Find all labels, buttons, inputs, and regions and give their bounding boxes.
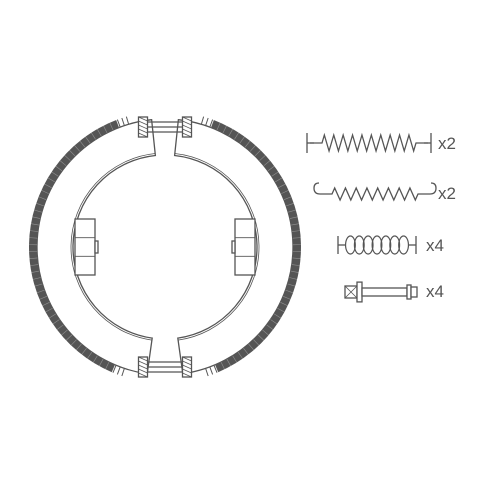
- diagram-svg: [0, 0, 500, 500]
- qty-label-3: x4: [426, 282, 444, 302]
- pin-icon: [345, 282, 417, 302]
- qty-label-0: x2: [438, 134, 456, 154]
- qty-label-2: x4: [426, 236, 444, 256]
- spring-icon: [310, 135, 428, 151]
- spring-icon: [314, 183, 436, 200]
- qty-label-1: x2: [438, 184, 456, 204]
- diagram-canvas: x2 x2 x4 x4: [0, 0, 500, 500]
